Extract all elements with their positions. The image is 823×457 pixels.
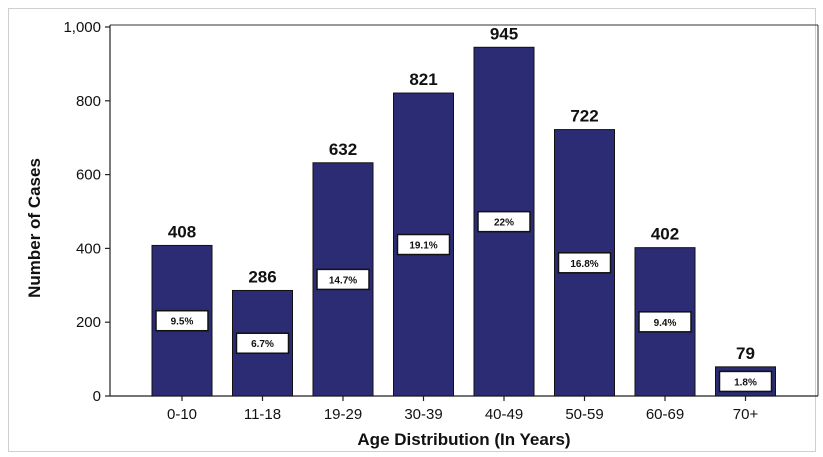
- y-tick-label: 400: [76, 240, 101, 257]
- percent-label: 22%: [494, 218, 514, 229]
- bar-value-label: 408: [168, 222, 196, 241]
- x-tick-label: 70+: [733, 406, 759, 423]
- y-tick-label: 200: [76, 314, 101, 331]
- percent-label: 9.5%: [171, 317, 194, 328]
- x-tick-label: 19-29: [324, 406, 362, 423]
- bar-value-label: 722: [570, 107, 598, 126]
- y-tick-label: 800: [76, 93, 101, 110]
- percent-box: [316, 268, 370, 291]
- bar-value-label: 402: [651, 225, 679, 244]
- y-tick-label: 1,000: [63, 19, 101, 36]
- percent-box: [155, 309, 209, 332]
- chart-frame: [8, 8, 816, 452]
- bars: 408 9.5% 286 6.7% 632 14.7% 821 19.1% 945 22% 722 1…: [151, 24, 776, 397]
- y-tick-label: 600: [76, 167, 101, 184]
- y-axis: 0 200 400 600 800 1,000: [63, 19, 819, 405]
- y-axis-title: Number of Cases: [25, 158, 44, 298]
- x-tick-label: 30-39: [404, 406, 442, 423]
- x-tick-label: 11-18: [244, 406, 281, 423]
- percent-box: [638, 311, 692, 333]
- bar-value-label: 821: [409, 70, 437, 89]
- percent-label: 6.7%: [251, 339, 274, 350]
- x-tick-label: 50-59: [565, 406, 603, 423]
- percent-label: 14.7%: [329, 275, 357, 286]
- percent-label: 19.1%: [409, 241, 437, 252]
- y-tick-label: 0: [93, 388, 101, 405]
- percent-box: [718, 370, 773, 393]
- percent-label: 1.8%: [734, 377, 757, 388]
- percent-label: 9.4%: [654, 318, 677, 329]
- x-tick-label: 60-69: [646, 406, 684, 423]
- x-axis: 0-10 11-18 19-29 30-39 40-49 50-59 60-69 70+: [110, 395, 818, 423]
- x-axis-title: Age Distribution (In Years): [357, 430, 570, 449]
- bar-value-label: 945: [490, 24, 518, 43]
- bar-value-label: 632: [329, 140, 357, 159]
- bar-value-label: 286: [248, 267, 276, 286]
- x-tick-label: 40-49: [485, 406, 523, 423]
- percent-box: [396, 233, 451, 256]
- percent-box: [477, 210, 531, 233]
- x-tick-label: 0-10: [167, 406, 197, 423]
- bar-value-label: 79: [736, 344, 755, 363]
- percent-label: 16.8%: [570, 259, 598, 270]
- percent-box: [557, 252, 612, 274]
- percent-box: [235, 332, 290, 354]
